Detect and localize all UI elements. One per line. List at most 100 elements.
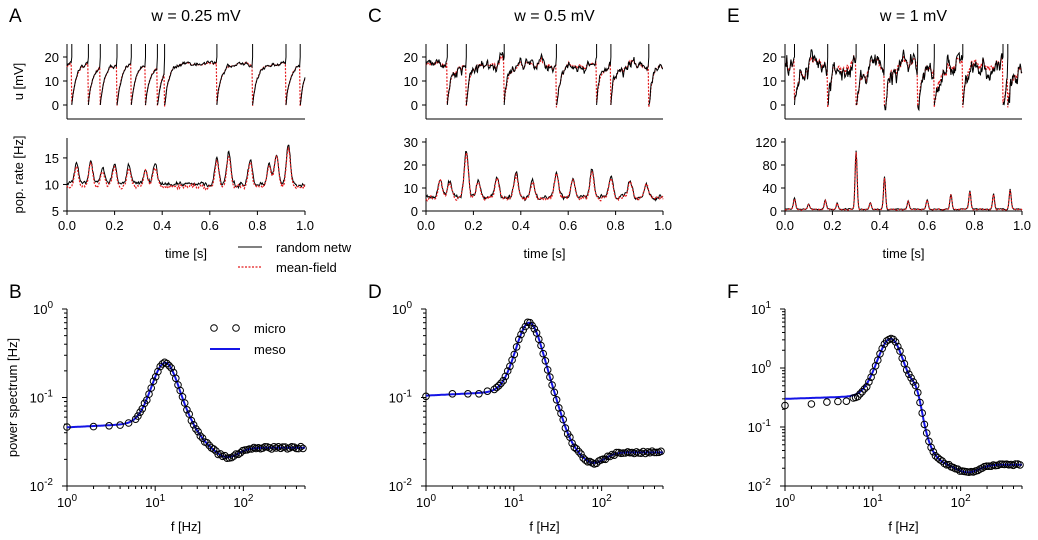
series-line-random-netw-u xyxy=(425,44,663,106)
y-tick-label-rate: 20 xyxy=(404,158,418,173)
x-tick-label: 100 xyxy=(416,493,436,510)
data-point-micro xyxy=(916,398,924,407)
y-tick-label-exponent: -1 xyxy=(762,418,771,429)
data-point-micro xyxy=(781,401,789,410)
data-point-micro xyxy=(510,350,519,359)
x-tick-label-rate: 0.6 xyxy=(918,218,936,233)
x-tick-label-rate: 0.0 xyxy=(58,218,76,233)
data-point-micro xyxy=(105,422,113,430)
data-point-micro xyxy=(495,381,503,390)
data-point-micro xyxy=(842,397,851,406)
x-tick-label-rate: 0.8 xyxy=(607,218,625,233)
x-tick-label: 102 xyxy=(233,493,253,510)
series-line-mean-field-rate xyxy=(66,146,306,191)
data-point-micro xyxy=(905,370,913,379)
data-point-micro xyxy=(185,410,193,418)
y-tick-label-rate: 10 xyxy=(404,181,418,196)
y-tick-label-rate: 15 xyxy=(45,151,59,166)
legend-label-micro: micro xyxy=(254,321,286,336)
y-tick-label-u: 20 xyxy=(763,50,777,65)
data-point-micro xyxy=(568,439,576,448)
data-point-micro xyxy=(517,330,525,339)
data-point-micro xyxy=(657,447,665,456)
data-point-micro xyxy=(464,390,472,398)
x-tick-label-rate: 0.2 xyxy=(464,218,482,233)
data-point-micro xyxy=(552,396,561,404)
panel-title: w = 1 mV xyxy=(879,8,947,25)
y-tick-label-base: 10 xyxy=(392,302,406,317)
x-tick-label-rate: 0.2 xyxy=(106,218,124,233)
x-tick-label-base: 10 xyxy=(416,495,430,510)
legend-marker-micro xyxy=(210,324,218,332)
data-point-micro xyxy=(856,390,864,398)
y-tick-label: 100 xyxy=(33,300,53,317)
series-line-mean-field-rate xyxy=(784,152,1023,212)
y-tick-label-exponent: -1 xyxy=(44,389,53,400)
y-tick-label-u: 10 xyxy=(404,74,418,89)
y-tick-label-rate: 10 xyxy=(45,177,59,192)
data-point-micro xyxy=(172,374,180,383)
data-point-micro xyxy=(891,338,900,346)
data-point-micro xyxy=(116,421,124,429)
data-point-micro xyxy=(807,400,816,408)
y-tick-label: 10-2 xyxy=(30,477,54,494)
data-point-micro xyxy=(537,341,545,350)
data-point-micro xyxy=(550,388,559,397)
data-point-micro xyxy=(902,366,911,374)
panel-title: w = 0.5 mV xyxy=(513,8,595,25)
y-tick-label-exponent: 0 xyxy=(47,300,53,311)
panel-letter: D xyxy=(368,282,382,303)
data-point-micro xyxy=(575,447,583,456)
series-line-random-netw-rate xyxy=(66,144,306,190)
y-tick-label-u: 20 xyxy=(45,50,59,65)
x-tick-label-rate: 0.4 xyxy=(871,218,889,233)
data-point-micro xyxy=(978,464,987,472)
data-point-micro xyxy=(936,455,944,464)
series-line-random-netw-u xyxy=(784,44,1023,112)
x-tick-label-rate: 0.2 xyxy=(823,218,841,233)
data-point-micro xyxy=(641,449,650,458)
data-point-micro xyxy=(954,465,962,474)
data-point-micro xyxy=(581,456,590,464)
x-tick-label-exponent: 1 xyxy=(518,493,524,504)
data-point-micro xyxy=(860,385,869,393)
data-point-micro xyxy=(299,444,307,453)
y-tick-label-u: 0 xyxy=(52,98,59,113)
data-point-micro xyxy=(938,457,947,465)
x-axis-label: time [s] xyxy=(883,246,925,261)
y-tick-label-exponent: -2 xyxy=(403,477,412,488)
x-tick-label-exponent: 2 xyxy=(965,493,971,504)
data-point-micro xyxy=(577,450,585,458)
data-point-micro xyxy=(230,452,238,460)
data-point-micro xyxy=(570,443,579,452)
data-point-micro xyxy=(189,421,198,429)
x-tick-label: 101 xyxy=(145,493,165,510)
x-tick-label-exponent: 0 xyxy=(430,493,436,504)
data-point-micro xyxy=(927,443,935,452)
data-point-micro xyxy=(896,347,904,355)
data-point-micro xyxy=(297,442,305,451)
y-tick-label-rate: 5 xyxy=(52,204,59,219)
data-point-micro xyxy=(920,420,929,429)
y-tick-label-exponent: 1 xyxy=(765,300,771,311)
y-tick-label-base: 10 xyxy=(30,391,44,406)
data-point-micro xyxy=(497,379,505,388)
series-line-random-netw-rate xyxy=(784,150,1023,211)
data-point-micro xyxy=(205,441,214,450)
data-point-micro xyxy=(203,439,211,447)
data-point-micro xyxy=(909,378,918,386)
x-axis-label: f [Hz] xyxy=(171,519,201,534)
y-tick-label-base: 10 xyxy=(751,302,765,317)
y-tick-label: 101 xyxy=(751,300,771,317)
data-point-micro xyxy=(490,385,499,394)
x-tick-label-rate: 1.0 xyxy=(654,218,672,233)
y-tick-label-rate: 80 xyxy=(763,158,777,173)
data-point-micro xyxy=(147,384,155,392)
y-tick-label-exponent: -2 xyxy=(762,477,771,488)
y-tick-label-rate: 120 xyxy=(755,135,777,150)
x-tick-label-rate: 0.0 xyxy=(417,218,435,233)
x-tick-label: 101 xyxy=(504,493,524,510)
y-tick-label-base: 10 xyxy=(748,479,762,494)
panel-letter: C xyxy=(368,6,382,27)
data-point-micro xyxy=(652,448,661,457)
